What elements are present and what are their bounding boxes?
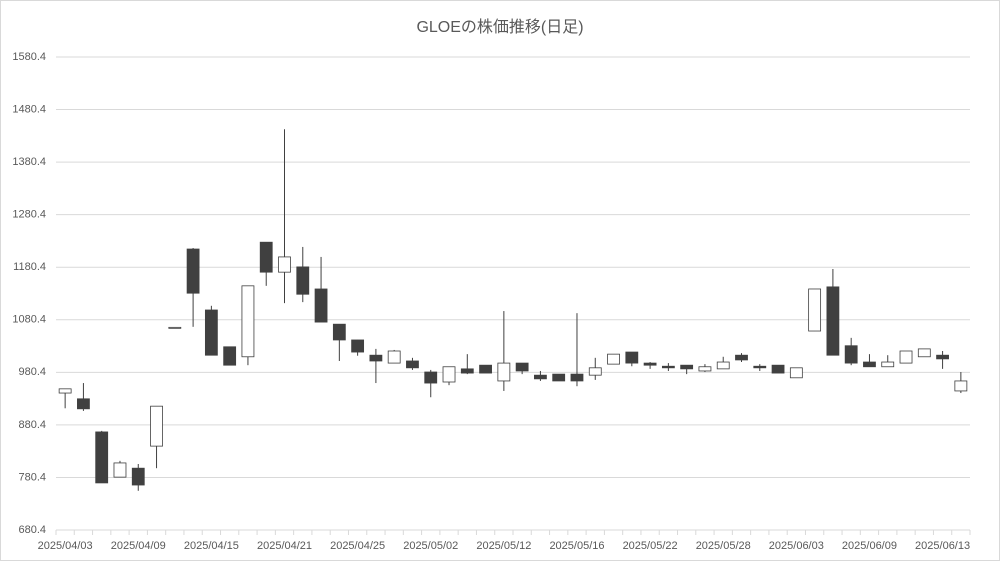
candle-body	[954, 380, 968, 392]
candle-body	[186, 248, 200, 294]
candle-body	[844, 345, 858, 364]
y-tick-label: 1480.4	[12, 103, 46, 115]
candle-body	[332, 323, 346, 341]
candle-body	[241, 285, 255, 358]
x-tick-label: 2025/06/03	[769, 540, 824, 552]
candle-body	[460, 368, 474, 374]
x-tick-label: 2025/04/15	[184, 540, 239, 552]
candle-body	[351, 339, 365, 353]
x-tick-label: 2025/04/03	[38, 540, 93, 552]
candle-body	[753, 365, 767, 369]
y-tick-label: 980.4	[18, 366, 46, 378]
candle-body	[552, 373, 566, 382]
candle-body	[936, 354, 949, 360]
x-tick-label: 2025/05/12	[476, 540, 531, 552]
x-tick-label: 2025/06/13	[915, 540, 970, 552]
candle-body	[863, 361, 876, 368]
candle-body	[588, 367, 602, 376]
candle-body	[680, 364, 694, 370]
x-tick-label: 2025/05/28	[696, 540, 751, 552]
candle-body	[881, 361, 895, 368]
candle-body	[716, 361, 730, 370]
candle-body	[442, 366, 456, 383]
candle-body	[95, 431, 109, 484]
candle-body	[643, 362, 657, 366]
y-tick-label: 880.4	[18, 419, 46, 431]
candle-body	[515, 362, 529, 372]
candle-body	[424, 371, 438, 384]
x-tick-label: 2025/05/22	[623, 540, 678, 552]
candle-body	[661, 365, 675, 369]
x-tick-label: 2025/05/16	[549, 540, 604, 552]
candle-body	[387, 350, 401, 364]
candle-body	[771, 364, 785, 374]
candle-body	[808, 288, 822, 332]
candle-body	[131, 467, 145, 486]
candle-body	[168, 326, 182, 329]
candle-body	[607, 353, 620, 365]
candle-body	[625, 351, 639, 364]
candle-body	[826, 286, 840, 356]
candle-body	[369, 354, 383, 362]
y-tick-label: 680.4	[18, 524, 46, 536]
candle-body	[113, 462, 127, 478]
candle-body	[58, 388, 72, 394]
candle-body	[789, 367, 803, 379]
candle-body	[406, 360, 419, 369]
candle-body	[899, 350, 913, 364]
candle-body	[917, 348, 931, 358]
candle-body	[150, 405, 163, 447]
x-tick-label: 2025/06/09	[842, 540, 897, 552]
candle-body	[497, 362, 511, 382]
candle-body	[479, 364, 492, 374]
candle-body	[314, 288, 328, 323]
candle-body	[278, 256, 291, 273]
candle-body	[223, 346, 237, 366]
y-tick-label: 1080.4	[12, 314, 46, 326]
y-tick-label: 1580.4	[12, 51, 46, 63]
x-tick-label: 2025/04/25	[330, 540, 385, 552]
candle-body	[698, 366, 712, 372]
x-tick-label: 2025/04/09	[111, 540, 166, 552]
chart-title: GLOEの株価推移(日足)	[416, 18, 583, 36]
y-tick-label: 1180.4	[13, 261, 46, 273]
candle-body	[570, 373, 584, 382]
y-tick-label: 1380.4	[12, 156, 46, 168]
y-tick-label: 1280.4	[12, 209, 46, 221]
candle-body	[77, 398, 90, 410]
x-tick-label: 2025/04/21	[257, 540, 312, 552]
candle-body	[296, 266, 310, 295]
candle-body	[534, 374, 547, 380]
y-tick-label: 780.4	[18, 471, 46, 483]
candle-body	[259, 241, 273, 273]
candle-body	[735, 354, 748, 361]
x-tick-label: 2025/05/02	[403, 540, 458, 552]
candle-body	[204, 309, 218, 356]
